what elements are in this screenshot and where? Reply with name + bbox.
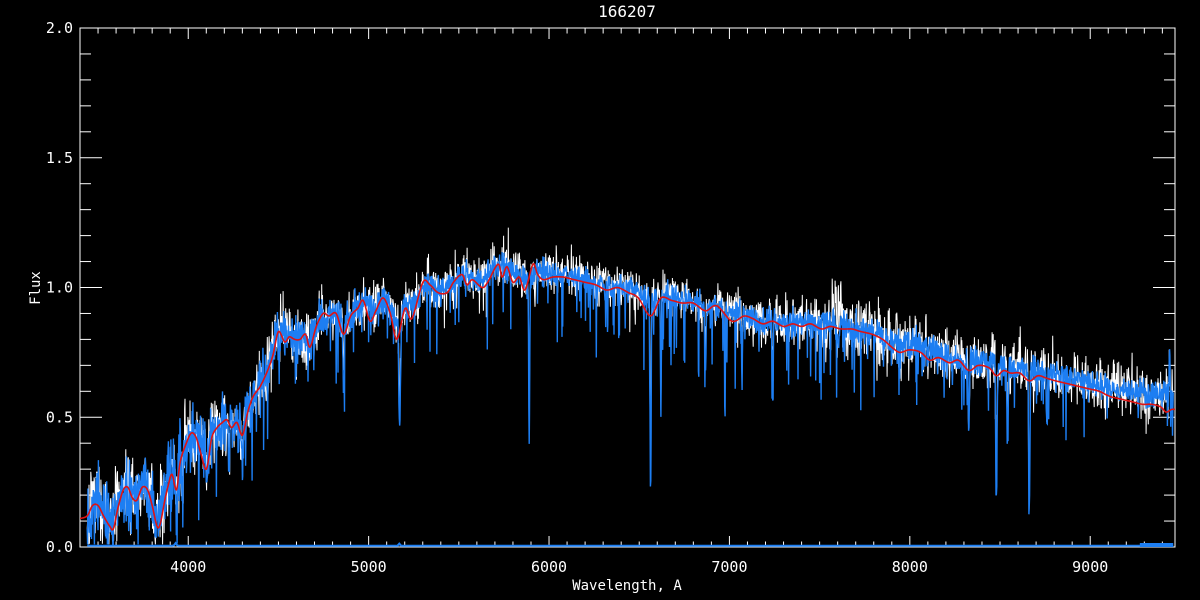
y-tick-label: 0.5 — [46, 408, 73, 426]
y-tick-label: 2.0 — [46, 19, 73, 37]
x-tick-label: 8000 — [892, 558, 928, 576]
y-tick-label: 1.0 — [46, 279, 73, 297]
data-series — [80, 227, 1175, 547]
y-tick-label: 1.5 — [46, 149, 73, 167]
y-axis-label: Flux — [28, 271, 44, 305]
error-spectrum-line — [87, 541, 1174, 547]
y-tick-labels: 0.0 0.5 1.0 1.5 2.0 — [46, 19, 73, 556]
y-tick-label: 0.0 — [46, 538, 73, 556]
x-axis-label: Wavelength, A — [572, 578, 682, 594]
fitted-spectrum-line — [86, 252, 1174, 546]
model-spectrum-line — [80, 262, 1175, 531]
x-tick-label: 6000 — [531, 558, 567, 576]
chart-title: 166207 — [598, 2, 656, 21]
x-tick-label: 5000 — [351, 558, 387, 576]
x-tick-label: 4000 — [170, 558, 206, 576]
x-tick-label: 9000 — [1072, 558, 1108, 576]
x-tick-label: 7000 — [711, 558, 747, 576]
x-tick-labels: 4000 5000 6000 7000 8000 9000 — [170, 558, 1108, 576]
